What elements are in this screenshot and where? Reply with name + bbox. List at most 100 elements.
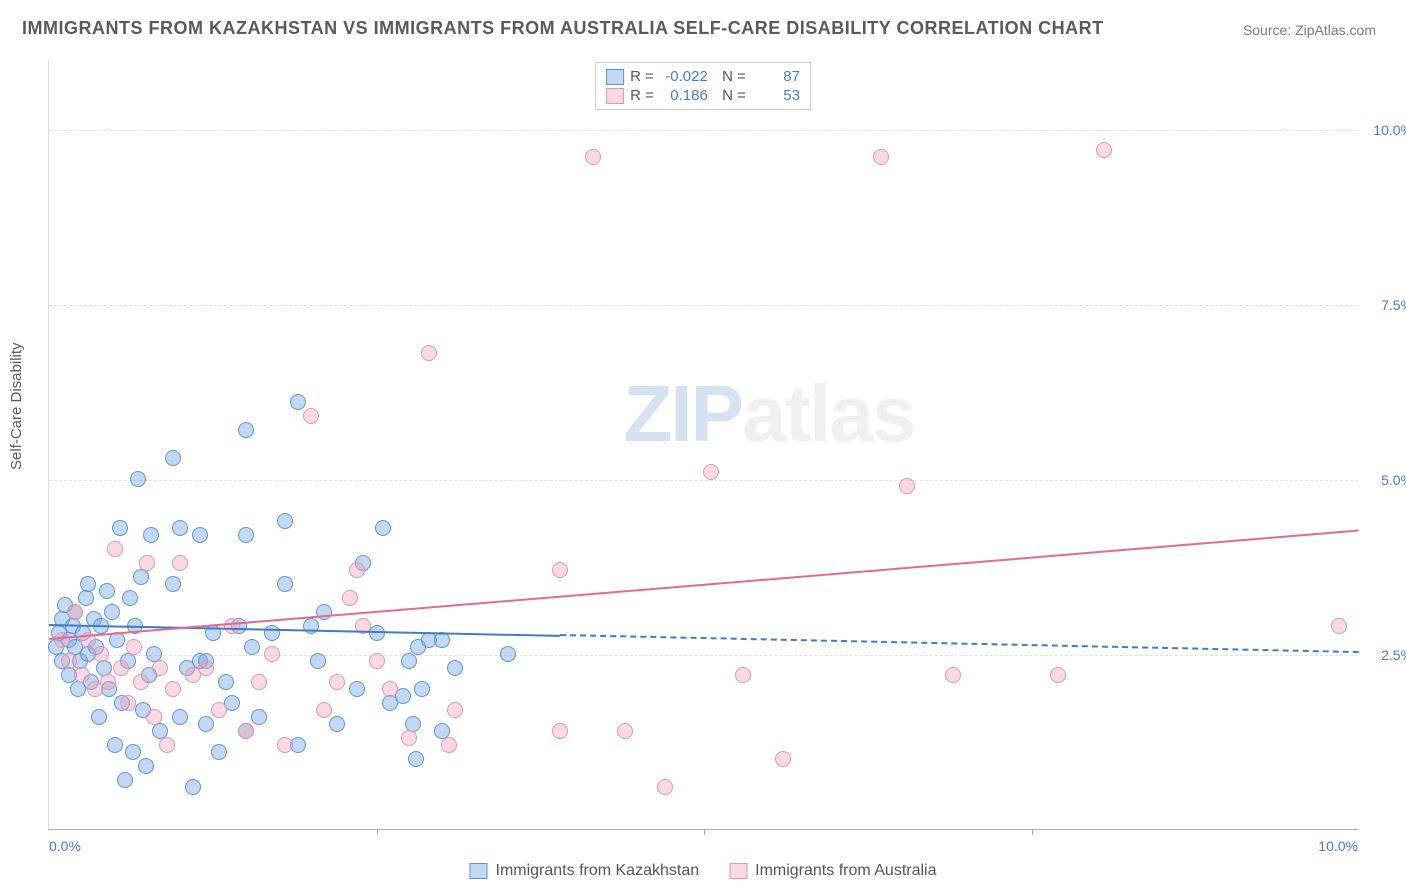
scatter-point xyxy=(133,569,149,585)
scatter-point xyxy=(172,520,188,536)
x-tick-label: 0.0% xyxy=(49,838,81,854)
scatter-point xyxy=(703,464,719,480)
scatter-point xyxy=(447,702,463,718)
legend-r-label: R = xyxy=(630,68,654,85)
legend-r-value-2: 0.186 xyxy=(660,87,708,104)
swatch-blue-icon xyxy=(469,863,487,879)
scatter-point xyxy=(414,681,430,697)
scatter-point xyxy=(945,667,961,683)
scatter-point xyxy=(159,737,175,753)
scatter-point xyxy=(775,751,791,767)
scatter-point xyxy=(78,590,94,606)
scatter-point xyxy=(421,345,437,361)
scatter-point xyxy=(100,674,116,690)
scatter-point xyxy=(290,394,306,410)
y-tick-label: 2.5% xyxy=(1381,647,1406,663)
watermark-atlas: atlas xyxy=(742,369,914,458)
scatter-point xyxy=(99,583,115,599)
scatter-point xyxy=(117,772,133,788)
swatch-pink-icon xyxy=(729,863,747,879)
x-tick-label: 10.0% xyxy=(1318,838,1358,854)
scatter-point xyxy=(165,450,181,466)
scatter-point xyxy=(130,471,146,487)
gridline xyxy=(49,655,1358,656)
trend-line xyxy=(49,529,1359,639)
scatter-point xyxy=(211,702,227,718)
scatter-point xyxy=(146,709,162,725)
scatter-point xyxy=(1050,667,1066,683)
scatter-point xyxy=(198,716,214,732)
scatter-point xyxy=(172,555,188,571)
scatter-point xyxy=(238,422,254,438)
y-tick-label: 7.5% xyxy=(1381,297,1406,313)
swatch-pink-icon xyxy=(606,88,624,104)
legend-r-label: R = xyxy=(630,87,654,104)
scatter-point xyxy=(138,758,154,774)
legend-series-1-label: Immigrants from Kazakhstan xyxy=(495,862,699,880)
scatter-point xyxy=(735,667,751,683)
scatter-point xyxy=(277,737,293,753)
source-label: Source: ZipAtlas.com xyxy=(1243,22,1376,38)
swatch-blue-icon xyxy=(606,69,624,85)
scatter-point xyxy=(211,744,227,760)
scatter-point xyxy=(112,520,128,536)
scatter-point xyxy=(122,590,138,606)
scatter-point xyxy=(873,149,889,165)
scatter-point xyxy=(316,702,332,718)
scatter-point xyxy=(126,639,142,655)
watermark: ZIPatlas xyxy=(624,368,915,460)
scatter-point xyxy=(1096,142,1112,158)
gridline xyxy=(49,305,1358,306)
scatter-point xyxy=(408,751,424,767)
scatter-point xyxy=(198,660,214,676)
legend-stats-row-1: R = -0.022 N = 87 xyxy=(606,67,800,86)
x-tick xyxy=(1032,829,1033,835)
scatter-point xyxy=(277,513,293,529)
scatter-point xyxy=(172,709,188,725)
x-tick xyxy=(704,829,705,835)
scatter-point xyxy=(585,149,601,165)
scatter-point xyxy=(277,576,293,592)
scatter-point xyxy=(349,562,365,578)
scatter-point xyxy=(657,779,673,795)
scatter-point xyxy=(61,653,77,669)
scatter-point xyxy=(104,604,120,620)
scatter-point xyxy=(74,667,90,683)
scatter-point xyxy=(244,639,260,655)
scatter-point xyxy=(329,674,345,690)
scatter-point xyxy=(899,478,915,494)
y-tick-label: 5.0% xyxy=(1381,472,1406,488)
legend-series: Immigrants from Kazakhstan Immigrants fr… xyxy=(469,862,936,880)
scatter-point xyxy=(218,674,234,690)
scatter-point xyxy=(133,674,149,690)
scatter-point xyxy=(552,723,568,739)
scatter-point xyxy=(500,646,516,662)
scatter-point xyxy=(238,723,254,739)
scatter-point xyxy=(264,646,280,662)
scatter-point xyxy=(93,646,109,662)
scatter-point xyxy=(401,730,417,746)
legend-n-value-1: 87 xyxy=(752,68,800,85)
scatter-point xyxy=(342,590,358,606)
scatter-point xyxy=(441,737,457,753)
scatter-point xyxy=(120,695,136,711)
scatter-point xyxy=(369,653,385,669)
scatter-point xyxy=(113,660,129,676)
scatter-point xyxy=(67,604,83,620)
scatter-point xyxy=(165,681,181,697)
scatter-point xyxy=(349,681,365,697)
scatter-point xyxy=(107,737,123,753)
scatter-point xyxy=(54,632,70,648)
scatter-point xyxy=(251,709,267,725)
x-tick xyxy=(377,829,378,835)
scatter-point xyxy=(1331,618,1347,634)
scatter-point xyxy=(375,520,391,536)
legend-series-2-label: Immigrants from Australia xyxy=(755,862,936,880)
legend-item-2: Immigrants from Australia xyxy=(729,862,936,880)
chart-plot-area: ZIPatlas 2.5%5.0%7.5%10.0%0.0%10.0% xyxy=(48,60,1358,830)
gridline xyxy=(49,130,1358,131)
legend-n-value-2: 53 xyxy=(752,87,800,104)
y-tick-label: 10.0% xyxy=(1373,122,1406,138)
scatter-point xyxy=(185,779,201,795)
scatter-point xyxy=(107,541,123,557)
